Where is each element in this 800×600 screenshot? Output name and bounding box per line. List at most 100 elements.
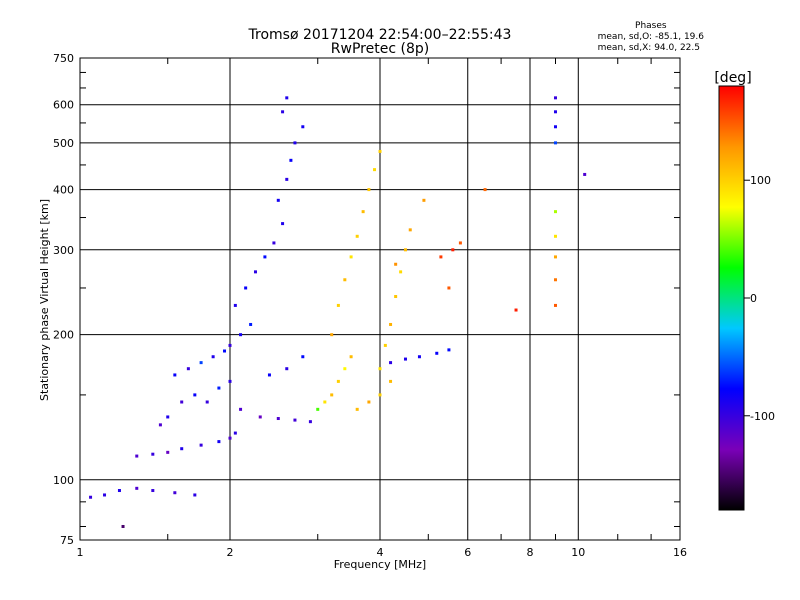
data-point — [272, 241, 276, 245]
data-point — [394, 295, 398, 299]
data-point — [553, 234, 557, 238]
y-tick-label: 300 — [53, 244, 74, 257]
colorbar-label: [deg] — [714, 70, 751, 86]
data-point — [553, 96, 557, 100]
data-point — [223, 349, 227, 353]
data-point — [249, 322, 253, 326]
data-point — [343, 367, 347, 371]
data-point — [211, 355, 215, 359]
data-point — [355, 407, 359, 411]
data-point — [355, 234, 359, 238]
data-point — [293, 141, 297, 145]
colorbar — [718, 85, 745, 511]
data-point — [399, 270, 403, 274]
data-point — [285, 367, 289, 371]
data-point — [553, 278, 557, 282]
data-point — [308, 420, 312, 424]
data-point — [553, 141, 557, 145]
data-point — [583, 172, 587, 176]
data-point — [281, 110, 285, 114]
data-point — [373, 168, 377, 172]
colorbar-ticks: 100 0 -100 — [744, 174, 775, 423]
data-point — [367, 400, 371, 404]
plot-frame — [79, 57, 681, 541]
data-point — [378, 149, 382, 153]
data-point — [199, 443, 203, 447]
data-point — [553, 125, 557, 129]
data-point — [253, 270, 257, 274]
data-point — [378, 393, 382, 397]
data-point — [408, 228, 412, 232]
data-point — [89, 495, 93, 499]
data-point — [228, 379, 232, 383]
data-point — [193, 393, 197, 397]
data-point — [553, 255, 557, 259]
data-point — [151, 489, 155, 493]
data-point — [349, 255, 353, 259]
data-point — [117, 489, 121, 493]
data-point — [193, 493, 197, 497]
data-point — [514, 308, 518, 312]
chart-subtitle: RwPretec (8p) — [330, 41, 430, 57]
x-tick-label: 4 — [377, 546, 384, 559]
x-tick-label: 8 — [527, 546, 534, 559]
data-point — [323, 400, 327, 404]
data-point — [285, 96, 289, 100]
data-point — [301, 125, 305, 129]
data-point — [289, 158, 293, 162]
y-tick-label: 400 — [53, 184, 74, 197]
data-point — [151, 452, 155, 456]
data-point — [186, 367, 190, 371]
y-tick-label: 200 — [53, 329, 74, 342]
data-point — [367, 188, 371, 192]
data-points — [89, 96, 587, 528]
data-point — [435, 351, 439, 355]
data-point — [301, 355, 305, 359]
data-point — [258, 415, 262, 419]
data-point — [233, 431, 237, 435]
data-point — [447, 348, 451, 352]
y-tick-label: 500 — [53, 137, 74, 150]
data-point — [336, 379, 340, 383]
data-point — [293, 418, 297, 422]
data-point — [439, 255, 443, 259]
stats-x-mode: mean, sd,X: 94.0, 22.5 — [597, 43, 700, 53]
data-point — [103, 493, 107, 497]
data-point — [458, 241, 462, 245]
chart-title: Tromsø 20171204 22:54:00–22:55:43 — [248, 27, 512, 43]
data-point — [389, 361, 393, 365]
x-tick-label: 6 — [464, 546, 471, 559]
data-point — [483, 188, 487, 192]
data-point — [330, 333, 334, 337]
y-tick-label: 600 — [53, 99, 74, 112]
data-point — [394, 262, 398, 266]
data-point — [228, 343, 232, 347]
data-point — [330, 393, 334, 397]
y-axis-label: Stationary phase Virtual Height [km] — [38, 199, 51, 401]
data-point — [285, 177, 289, 181]
colorbar-tick-label: 100 — [750, 174, 771, 187]
data-point — [553, 210, 557, 214]
data-point — [361, 210, 365, 214]
data-point — [447, 286, 451, 290]
data-point — [553, 110, 557, 114]
stats-heading: Phases — [635, 21, 667, 31]
data-point — [281, 222, 285, 226]
data-point — [343, 278, 347, 282]
data-point — [228, 436, 232, 440]
data-point — [389, 322, 393, 326]
data-point — [233, 303, 237, 307]
data-point — [217, 386, 221, 390]
data-point — [403, 357, 407, 361]
data-point — [417, 355, 421, 359]
colorbar-tick-label: 0 — [750, 292, 757, 305]
data-point — [158, 423, 162, 427]
data-point — [276, 198, 280, 202]
data-point — [244, 286, 248, 290]
data-point — [199, 361, 203, 365]
data-point — [180, 400, 184, 404]
data-point — [422, 198, 426, 202]
data-point — [378, 367, 382, 371]
stats-o-mode: mean, sd,O: -85.1, 19.6 — [597, 32, 704, 42]
data-point — [205, 400, 209, 404]
